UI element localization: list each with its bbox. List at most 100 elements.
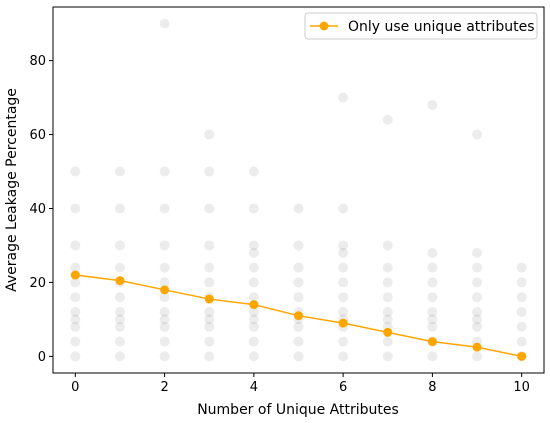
scatter-point — [338, 336, 349, 347]
scatter-point — [338, 277, 349, 288]
series-point — [204, 294, 214, 304]
scatter-point — [248, 292, 259, 303]
scatter-point — [472, 292, 483, 303]
scatter-point — [293, 240, 304, 251]
scatter-point — [114, 166, 125, 177]
scatter-point — [114, 292, 125, 303]
scatter-point — [70, 262, 81, 273]
legend-label: Only use unique attributes — [348, 19, 535, 35]
scatter-point — [293, 203, 304, 214]
scatter-point — [70, 336, 81, 347]
scatter-point — [338, 92, 349, 103]
scatter-point — [516, 262, 527, 273]
scatter-point — [204, 166, 215, 177]
scatter-point — [248, 307, 259, 317]
scatter-point — [114, 351, 125, 362]
series-point — [115, 276, 125, 286]
scatter-point — [70, 307, 81, 317]
scatter-point — [159, 18, 170, 29]
scatter-point — [516, 336, 527, 347]
scatter-point — [293, 262, 304, 273]
y-tick-label: 60 — [29, 128, 46, 143]
scatter-point — [382, 114, 393, 125]
y-tick-label: 40 — [29, 202, 46, 217]
x-axis-label: Number of Unique Attributes — [197, 402, 399, 418]
scatter-point — [338, 292, 349, 303]
scatter-point — [338, 307, 349, 317]
scatter-point — [427, 351, 438, 362]
scatter-point — [427, 99, 438, 110]
scatter-point — [159, 351, 170, 362]
scatter-point — [516, 277, 527, 288]
scatter-point — [293, 292, 304, 303]
series-point — [383, 327, 393, 337]
scatter-point — [70, 240, 81, 251]
scatter-point — [159, 240, 170, 251]
scatter-point — [248, 314, 259, 325]
scatter-point — [516, 307, 527, 317]
series-point — [517, 351, 527, 361]
scatter-point — [114, 336, 125, 347]
scatter-point — [427, 321, 438, 332]
scatter-point — [70, 166, 81, 177]
scatter-point — [70, 292, 81, 303]
scatter-point — [338, 262, 349, 273]
scatter-layer — [70, 18, 527, 362]
x-tick-label: 8 — [428, 380, 436, 395]
scatter-point — [382, 314, 393, 325]
scatter-point — [472, 129, 483, 140]
scatter-point — [516, 292, 527, 303]
scatter-point — [248, 166, 259, 177]
scatter-point — [472, 314, 483, 325]
scatter-point — [70, 314, 81, 325]
scatter-point — [159, 314, 170, 325]
scatter-point — [382, 351, 393, 362]
scatter-point — [204, 314, 215, 325]
y-tick-label: 80 — [29, 54, 46, 69]
x-tick-label: 2 — [160, 380, 168, 395]
scatter-point — [427, 262, 438, 273]
plot-frame — [52, 6, 545, 374]
scatter-point — [248, 277, 259, 288]
series-point — [70, 270, 80, 280]
scatter-point — [293, 351, 304, 362]
scatter-point — [114, 203, 125, 214]
scatter-point — [427, 307, 438, 317]
scatter-point — [472, 351, 483, 362]
scatter-point — [248, 240, 259, 251]
series-point — [472, 342, 482, 352]
scatter-point — [159, 166, 170, 177]
scatter-point — [114, 262, 125, 273]
scatter-point — [159, 321, 170, 332]
series-point — [160, 285, 170, 295]
scatter-point — [427, 277, 438, 288]
scatter-point — [204, 277, 215, 288]
series-point — [427, 337, 437, 347]
x-tick-label: 4 — [250, 380, 258, 395]
scatter-point — [382, 240, 393, 251]
scatter-point — [70, 277, 81, 288]
y-axis-label: Average Leakage Percentage — [4, 88, 20, 292]
series-line-layer — [70, 270, 527, 361]
scatter-point — [382, 307, 393, 317]
scatter-point — [204, 351, 215, 362]
x-ticks: 0 2 4 6 8 10 — [71, 373, 530, 395]
x-tick-label: 0 — [71, 380, 79, 395]
scatter-point — [204, 129, 215, 140]
scatter-point — [70, 203, 81, 214]
scatter-point — [338, 240, 349, 251]
legend: Only use unique attributes — [304, 12, 538, 40]
x-tick-label: 10 — [513, 380, 530, 395]
scatter-point — [159, 277, 170, 288]
scatter-point — [516, 321, 527, 332]
scatter-point — [70, 351, 81, 362]
scatter-point — [159, 336, 170, 347]
scatter-point — [159, 307, 170, 317]
scatter-point — [472, 262, 483, 273]
scatter-point — [159, 203, 170, 214]
scatter-point — [204, 203, 215, 214]
legend-marker — [319, 21, 329, 31]
scatter-point — [114, 240, 125, 251]
scatter-point — [248, 247, 259, 258]
